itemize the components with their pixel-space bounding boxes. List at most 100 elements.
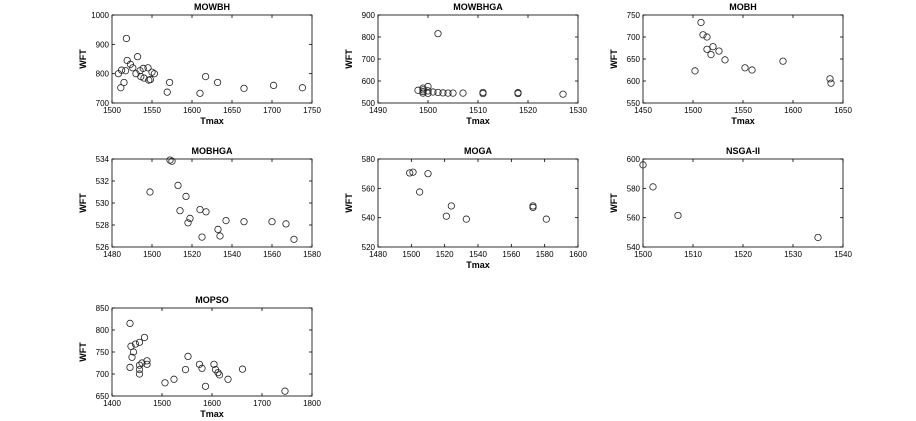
data-point	[709, 43, 717, 51]
data-point	[559, 90, 567, 98]
chart-title: MOPSO	[195, 295, 229, 305]
data-point	[146, 75, 154, 84]
x-tick-label: 1530	[569, 106, 587, 115]
data-point	[126, 319, 134, 327]
y-tick-label: 800	[96, 70, 110, 79]
y-tick-label: 526	[96, 243, 110, 252]
data-point	[120, 78, 128, 87]
data-point	[182, 192, 190, 200]
x-tick-label: 1540	[834, 250, 852, 259]
data-point	[479, 88, 487, 97]
y-tick-label: 600	[627, 155, 641, 164]
data-point	[703, 33, 711, 41]
x-tick-label: 1490	[369, 106, 387, 115]
data-point	[449, 89, 457, 97]
y-tick-label: 580	[627, 184, 641, 193]
y-tick-label: 650	[627, 55, 641, 64]
y-tick-label: 800	[96, 326, 110, 335]
x-tick-label: 1600	[569, 250, 587, 259]
data-point	[406, 169, 414, 177]
x-tick-label: 1400	[103, 399, 121, 408]
x-tick-label: 1580	[536, 250, 554, 259]
y-axis-label: WFT	[78, 342, 88, 362]
chart-panel-mowbh: MOWBH 1500 1550 1600 1650 1700 1750 700 800 900 10…	[78, 2, 321, 126]
data-point	[748, 66, 756, 74]
x-tick-label: 1500	[153, 399, 171, 408]
chart-panel-moga: MOGA 1480 1500 1520 1540 1560 1580 1600 520 540 56…	[344, 146, 587, 270]
x-tick-label: 1700	[263, 106, 281, 115]
y-tick-label: 528	[96, 221, 110, 230]
data-point	[649, 183, 657, 191]
y-tick-label: 1000	[91, 11, 109, 20]
y-tick-label: 540	[362, 214, 376, 223]
data-point	[442, 212, 450, 220]
data-point	[135, 338, 144, 346]
y-axis-label: WFT	[609, 193, 619, 213]
plot-frame	[377, 158, 579, 248]
data-point	[122, 67, 130, 75]
y-tick-label: 750	[627, 11, 641, 20]
data-point	[202, 73, 210, 81]
data-point	[135, 361, 144, 369]
data-point	[462, 215, 470, 223]
data-point	[721, 56, 729, 64]
x-axis-label: Tmax	[200, 116, 224, 126]
data-point	[181, 365, 190, 374]
data-point	[459, 89, 467, 97]
data-point	[126, 60, 134, 68]
x-tick-label: 1520	[436, 250, 454, 259]
y-axis-label: WFT	[344, 49, 354, 69]
data-point	[222, 217, 230, 225]
data-point	[139, 64, 147, 72]
x-tick-label: 1550	[734, 106, 752, 115]
data-point	[163, 88, 171, 96]
y-axis-label: WFT	[78, 49, 88, 69]
y-tick-label: 550	[627, 99, 641, 108]
data-point	[240, 84, 248, 92]
data-point	[691, 67, 699, 75]
plot-frame	[642, 158, 844, 248]
data-point	[434, 88, 442, 97]
data-point	[144, 64, 152, 72]
data-point	[215, 371, 224, 379]
data-point	[224, 375, 232, 383]
x-tick-label: 1510	[469, 106, 487, 115]
x-tick-label: 1560	[263, 250, 281, 259]
y-tick-label: 900	[362, 11, 376, 20]
x-tick-label: 1560	[502, 250, 520, 259]
y-tick-label: 600	[362, 77, 376, 86]
x-tick-label: 1600	[183, 106, 201, 115]
y-tick-label: 560	[362, 184, 376, 193]
plot-frame	[111, 14, 313, 104]
data-point	[166, 156, 174, 164]
data-point	[202, 208, 210, 216]
x-tick-label: 1500	[684, 106, 702, 115]
data-point	[174, 181, 182, 189]
data-point	[826, 75, 834, 83]
x-tick-label: 1800	[303, 399, 321, 408]
y-tick-label: 700	[96, 370, 110, 379]
data-point	[134, 53, 142, 61]
x-tick-label: 1650	[834, 106, 852, 115]
data-point	[117, 84, 125, 92]
data-point	[529, 203, 537, 211]
y-tick-label: 900	[96, 40, 110, 49]
data-point	[741, 64, 749, 72]
data-point	[140, 333, 149, 342]
y-tick-label: 750	[96, 348, 110, 357]
x-tick-label: 1540	[469, 250, 487, 259]
data-point	[424, 87, 432, 95]
data-point	[138, 359, 146, 367]
y-tick-label: 700	[627, 33, 641, 42]
chart-panel-mobh: MOBH 1450 1500 1550 1600 1650 550 600 650 700 750 T…	[609, 2, 852, 126]
y-tick-label: 600	[627, 77, 641, 86]
data-point	[143, 360, 151, 368]
x-tick-label: 1520	[734, 250, 752, 259]
data-point	[201, 382, 210, 390]
data-point	[269, 81, 278, 90]
y-tick-label: 700	[362, 55, 376, 64]
x-tick-label: 1500	[143, 250, 161, 259]
data-point	[129, 64, 137, 72]
data-point	[238, 365, 247, 373]
x-axis-label: Tmax	[466, 260, 490, 270]
